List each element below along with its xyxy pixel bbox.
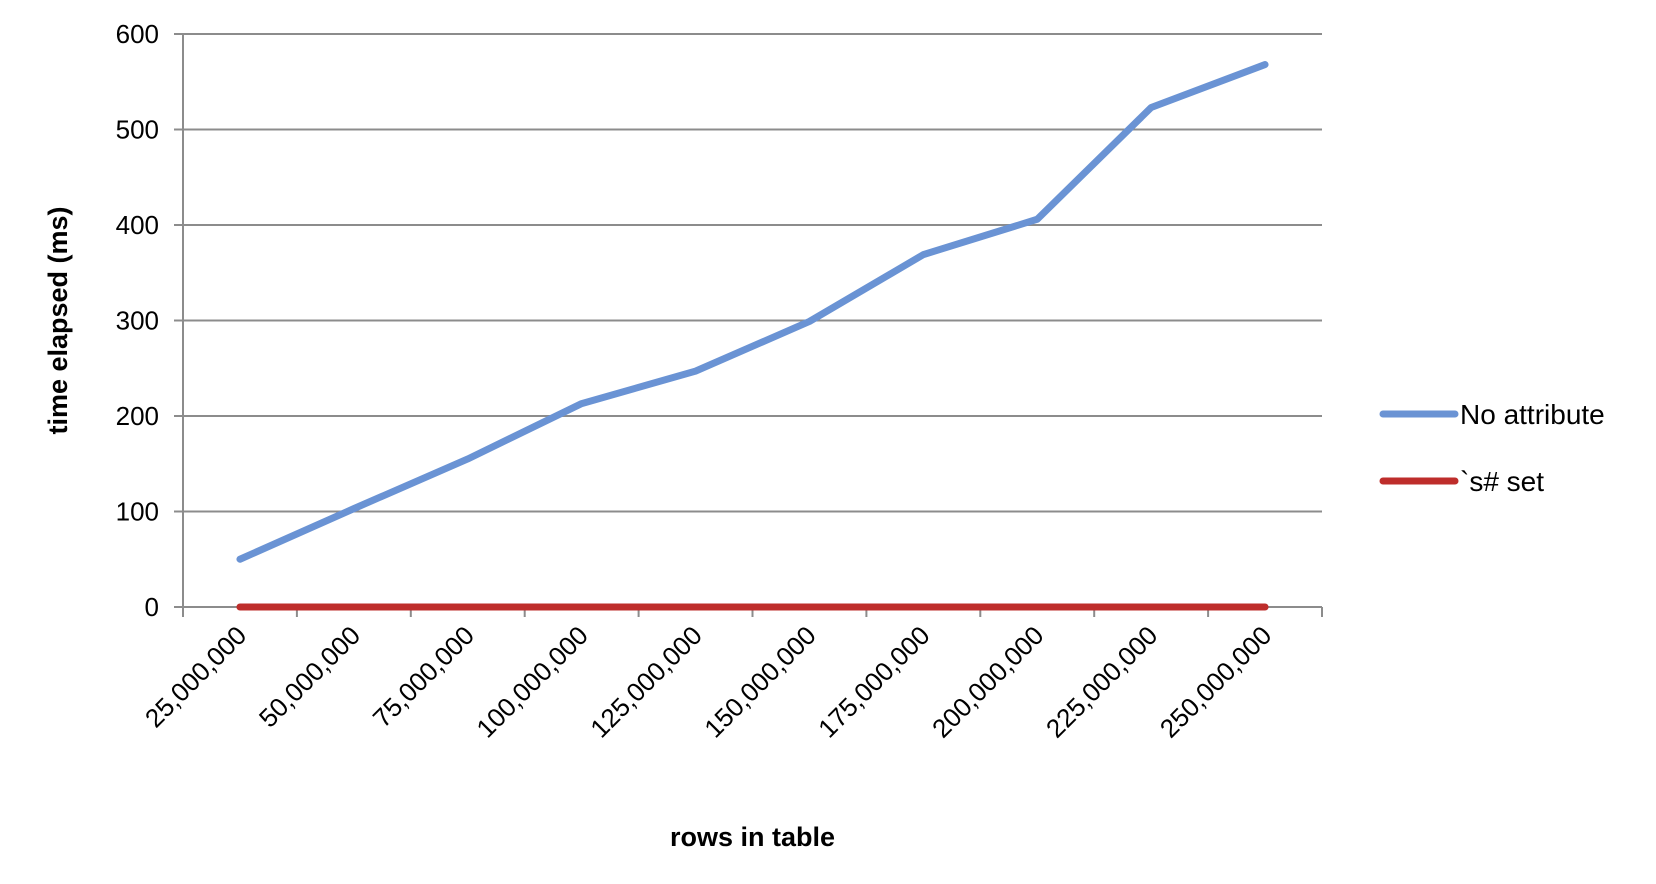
y-tick-label: 300	[116, 306, 159, 336]
y-tick-label: 500	[116, 115, 159, 145]
series-lines	[236, 61, 1269, 611]
x-tick-label: 175,000,000	[812, 620, 935, 743]
y-tick-label: 600	[116, 19, 159, 49]
x-axis-title: rows in table	[670, 822, 835, 852]
x-tick-label: 225,000,000	[1040, 620, 1163, 743]
y-tick-labels: 0 100 200 300 400 500 600	[116, 19, 159, 622]
gridlines	[183, 33, 1322, 513]
y-tick-label: 400	[116, 210, 159, 240]
x-tick-label: 50,000,000	[253, 620, 366, 733]
x-tick-label: 25,000,000	[139, 620, 252, 733]
x-tick-label: 75,000,000	[367, 620, 480, 733]
y-tick-label: 200	[116, 401, 159, 431]
x-tick-label: 100,000,000	[470, 620, 593, 743]
legend-label-1: No attribute	[1460, 399, 1605, 430]
x-tick-label: 200,000,000	[926, 620, 1049, 743]
axes	[174, 33, 1323, 617]
y-tick-label: 100	[116, 497, 159, 527]
x-tick-label: 125,000,000	[584, 620, 707, 743]
y-axis-title: time elapsed (ms)	[43, 206, 73, 434]
legend-label-2: `s# set	[1460, 466, 1544, 497]
series-line-1	[236, 61, 1269, 563]
legend: No attribute `s# set	[1379, 399, 1605, 497]
x-tick-label: 250,000,000	[1154, 620, 1277, 743]
x-tick-labels: 25,000,000 50,000,000 75,000,000100,000,00…	[139, 620, 1277, 743]
x-tick-label: 150,000,000	[698, 620, 821, 743]
y-tick-label: 0	[145, 592, 159, 622]
